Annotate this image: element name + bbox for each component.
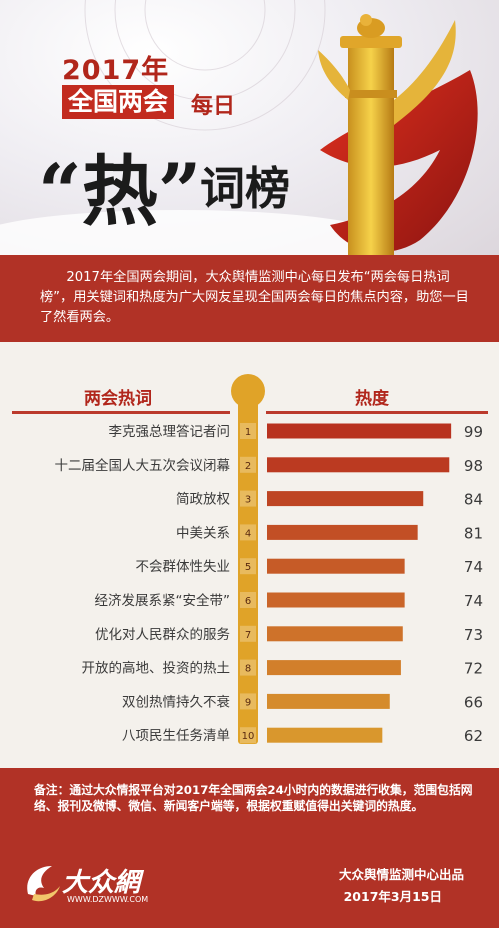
- rank-number: 10: [242, 731, 255, 742]
- rank-number: 8: [245, 664, 251, 675]
- credit-text: 大众舆情监测中心出品: [338, 867, 464, 882]
- heat-bar: [267, 524, 418, 540]
- right-column-header: 热度: [355, 389, 389, 409]
- title-daily: 每日: [191, 94, 236, 119]
- center-pillar: [238, 391, 258, 744]
- rank-number: 2: [245, 461, 251, 472]
- value-label: 74: [464, 592, 483, 610]
- rank-box: [240, 659, 256, 676]
- rank-box: [240, 558, 256, 575]
- dzwww-logo: 大众網 WWW.DZWWW.COM: [22, 860, 152, 910]
- intro-text: 2017年全国两会期间，大众舆情监测中心每日发布“两会每日热词榜”，用关键词和热…: [40, 270, 469, 325]
- rank-number: 4: [245, 528, 251, 539]
- hot-word: “热”: [38, 147, 202, 236]
- right-divider: [266, 411, 488, 414]
- title-tag: 全国两会: [62, 85, 175, 119]
- left-divider: [12, 411, 230, 414]
- heat-bar: [267, 727, 383, 743]
- logo-url: WWW.DZWWW.COM: [67, 895, 149, 904]
- rank-box: [240, 490, 256, 507]
- value-label: 99: [464, 423, 483, 441]
- value-label: 66: [464, 693, 483, 711]
- category-label: 李克强总理答记者问: [109, 423, 231, 440]
- heat-bar: [267, 660, 401, 676]
- category-label: 十二届全国人大五次会议闭幕: [55, 457, 231, 474]
- intro-band: 2017年全国两会期间，大众舆情监测中心每日发布“两会每日热词榜”，用关键词和热…: [0, 255, 499, 342]
- rank-number: 9: [245, 697, 251, 708]
- rank-number: 1: [245, 427, 251, 438]
- header-banner: 2017年 全国两会 每日 “热” 词榜: [0, 0, 499, 262]
- category-label: 经济发展系紧“安全带”: [95, 592, 231, 609]
- huabiao-decoration: [0, 0, 478, 262]
- footer-note: 备注：通过大众情报平台对2017年全国两会24小时内的数据进行收集，范围包括网络…: [34, 783, 473, 813]
- category-label: 不会群体性失业: [136, 559, 231, 575]
- category-label: 中美关系: [176, 525, 230, 541]
- category-label: 开放的高地、投资的热土: [82, 660, 231, 677]
- logo-wordmark: 大众網: [62, 868, 141, 898]
- value-label: 84: [464, 491, 483, 509]
- rank-box: [240, 524, 256, 541]
- date-text: 2017年3月15日: [343, 889, 442, 904]
- heat-bar: [267, 423, 452, 439]
- rank-number: 3: [245, 495, 251, 506]
- category-label: 八项民生任务清单: [122, 728, 230, 744]
- left-column-header: 两会热词: [84, 389, 152, 409]
- rank-box: [240, 423, 256, 439]
- value-label: 73: [464, 626, 483, 644]
- logo-swirl-icon: [27, 866, 60, 902]
- rank-box: [240, 727, 256, 744]
- value-label: 81: [464, 524, 483, 542]
- hot-words-chart: 1 李克强总理答记者问 99 2 十二届全国人大五次会议闭幕 98 3 简政放权 84 4 中美关系…: [0, 342, 499, 768]
- category-label: 优化对人民群众的服务: [95, 627, 230, 643]
- rank-number: 7: [245, 630, 251, 641]
- footer-band: 备注：通过大众情报平台对2017年全国两会24小时内的数据进行收集，范围包括网络…: [0, 768, 499, 928]
- rank-box: [240, 693, 256, 710]
- value-label: 72: [464, 660, 483, 678]
- rank-number: 5: [245, 562, 251, 573]
- title-ranking: 词榜: [200, 162, 291, 215]
- value-label: 62: [464, 727, 483, 745]
- heat-bar: [267, 457, 450, 473]
- rank-box: [240, 592, 256, 608]
- rank-box: [240, 625, 256, 642]
- value-label: 98: [464, 457, 483, 475]
- rank-number: 6: [245, 596, 251, 607]
- heat-bar: [267, 626, 403, 642]
- year-title: 2017年: [62, 55, 170, 86]
- heat-bar: [267, 693, 390, 709]
- category-label: 简政放权: [176, 491, 230, 508]
- heat-bar: [267, 558, 405, 574]
- heat-bar: [267, 592, 405, 608]
- heat-bar: [267, 491, 424, 507]
- value-label: 74: [464, 558, 483, 576]
- category-label: 双创热情持久不衰: [122, 693, 230, 710]
- rank-box: [240, 456, 256, 473]
